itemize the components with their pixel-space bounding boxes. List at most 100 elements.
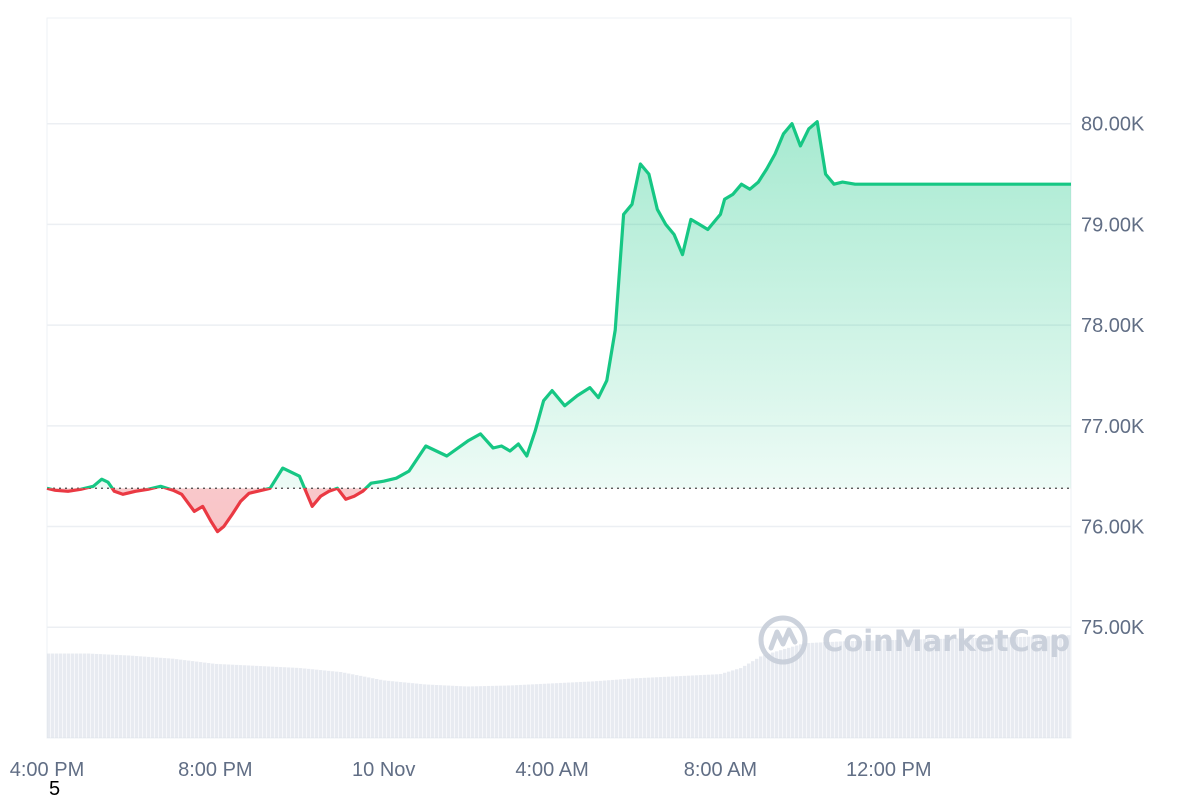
- volume-bars: [47, 635, 1071, 738]
- volume-bar: [947, 638, 951, 738]
- volume-bar: [587, 681, 591, 738]
- area-above-baseline: [85, 121, 1071, 489]
- volume-bar: [495, 685, 499, 738]
- volume-bar: [703, 674, 707, 738]
- volume-bar: [787, 647, 791, 738]
- volume-bar: [715, 674, 719, 738]
- volume-bar: [939, 638, 943, 738]
- volume-bar: [543, 683, 547, 738]
- volume-bar: [839, 641, 843, 738]
- volume-bar: [943, 638, 947, 738]
- volume-bar: [55, 653, 59, 738]
- volume-bar: [859, 640, 863, 738]
- volume-bar: [539, 683, 543, 738]
- volume-bar: [363, 676, 367, 738]
- x-tick-label: 4:00 PM: [10, 759, 84, 781]
- volume-bar: [187, 660, 191, 738]
- volume-bar: [647, 677, 651, 738]
- volume-bar: [679, 676, 683, 738]
- volume-bar: [199, 662, 203, 738]
- volume-bar: [975, 637, 979, 738]
- y-tick-label: 80.00K: [1081, 114, 1145, 136]
- volume-bar: [1039, 636, 1043, 738]
- volume-bar: [439, 685, 443, 738]
- volume-bar: [707, 674, 711, 738]
- volume-bar: [979, 637, 983, 738]
- volume-bar: [659, 677, 663, 738]
- volume-bar: [1015, 637, 1019, 738]
- volume-bar: [507, 685, 511, 738]
- volume-bar: [347, 673, 351, 738]
- volume-bar: [823, 642, 827, 738]
- volume-bar: [167, 658, 171, 738]
- volume-bar: [711, 674, 715, 738]
- volume-bar: [683, 675, 687, 738]
- volume-bar: [675, 676, 679, 738]
- volume-bar: [1031, 636, 1035, 738]
- volume-bar: [807, 643, 811, 738]
- volume-bar: [987, 637, 991, 738]
- volume-bar: [815, 642, 819, 738]
- volume-bar: [335, 671, 339, 738]
- volume-bar: [903, 639, 907, 738]
- volume-bar: [991, 637, 995, 738]
- volume-bar: [739, 668, 743, 738]
- y-tick-label: 75.00K: [1081, 617, 1145, 639]
- volume-bar: [891, 640, 895, 738]
- volume-bar: [783, 648, 787, 738]
- volume-bar: [927, 639, 931, 738]
- volume-bar: [1043, 636, 1047, 738]
- volume-bar: [727, 671, 731, 738]
- volume-bar: [159, 657, 163, 738]
- volume-bar: [935, 638, 939, 738]
- volume-bar: [355, 675, 359, 738]
- volume-bar: [367, 677, 371, 738]
- volume-bar: [331, 671, 335, 738]
- volume-bar: [863, 640, 867, 738]
- volume-bar: [371, 678, 375, 738]
- volume-bar: [339, 672, 343, 738]
- watermark: CoinMarketCap: [758, 615, 1070, 665]
- volume-bar: [427, 684, 431, 738]
- volume-bar: [735, 669, 739, 738]
- volume-bar: [403, 682, 407, 738]
- volume-bar: [135, 656, 139, 738]
- volume-bar: [139, 656, 143, 738]
- volume-bar: [791, 646, 795, 738]
- volume-bar: [447, 685, 451, 738]
- volume-bar: [359, 675, 363, 738]
- volume-bar: [743, 665, 747, 738]
- volume-bar: [931, 639, 935, 738]
- volume-bar: [999, 637, 1003, 738]
- volume-bar: [351, 674, 355, 738]
- volume-bar: [871, 640, 875, 738]
- volume-bar: [595, 681, 599, 738]
- volume-bar: [571, 682, 575, 738]
- volume-bar: [1047, 636, 1051, 738]
- volume-bar: [1063, 635, 1067, 738]
- volume-bar: [851, 641, 855, 738]
- volume-bar: [655, 677, 659, 738]
- volume-bar: [183, 660, 187, 738]
- volume-bar: [819, 642, 823, 738]
- volume-bar: [411, 683, 415, 738]
- volume-bar: [175, 659, 179, 738]
- volume-bar: [547, 683, 551, 738]
- volume-bar: [643, 677, 647, 738]
- volume-bar: [1027, 636, 1031, 738]
- volume-bar: [623, 679, 627, 738]
- volume-bar: [455, 685, 459, 738]
- y-tick-label: 79.00K: [1081, 214, 1145, 236]
- volume-bar: [131, 655, 135, 738]
- volume-bar: [723, 672, 727, 738]
- volume-bar: [315, 669, 319, 738]
- volume-bar: [883, 640, 887, 738]
- volume-bar: [499, 685, 503, 738]
- volume-bar: [699, 675, 703, 738]
- volume-bar: [463, 686, 467, 738]
- volume-bar: [259, 666, 263, 738]
- volume-bar: [95, 653, 99, 738]
- volume-bar: [835, 641, 839, 738]
- volume-bar: [287, 667, 291, 738]
